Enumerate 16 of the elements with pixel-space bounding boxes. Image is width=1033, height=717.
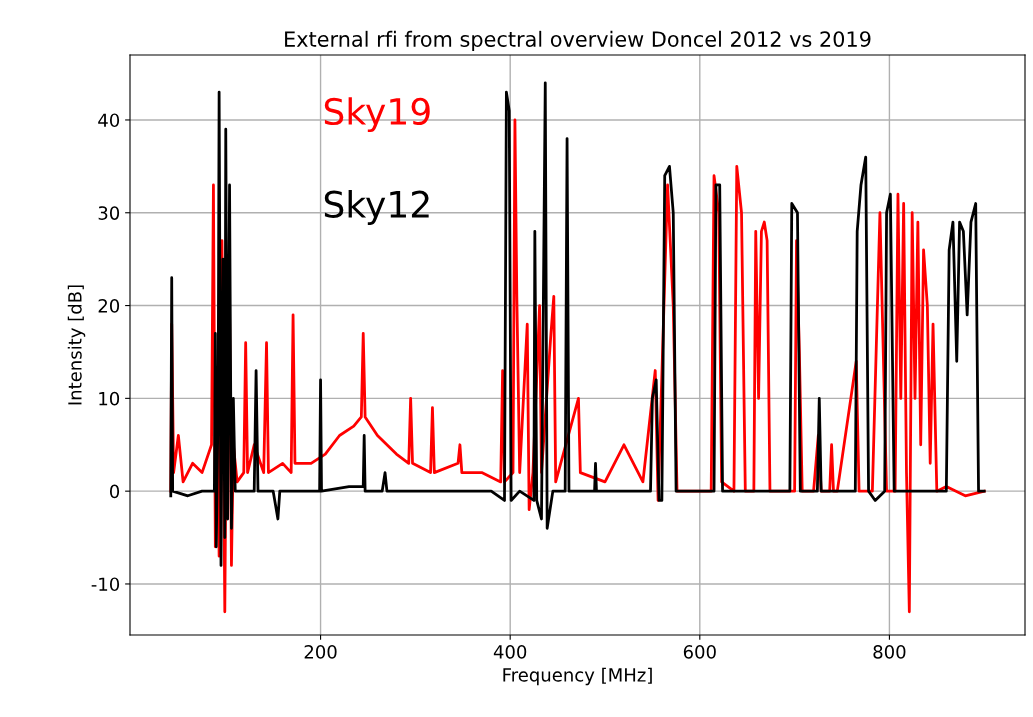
y-tick-label: 0 [109, 484, 120, 499]
x-tick-label: 400 [493, 645, 527, 659]
y-axis-title: Intensity [dB] [67, 285, 86, 405]
text: Sky12 [324, 189, 429, 225]
chart-title: External rfi from spectral overview Doncel 2012 vs 2019 [285, 30, 871, 51]
y-tick-label: 30 [98, 206, 120, 220]
line-series [169, 81, 986, 567]
text: Sky19 [324, 97, 430, 133]
y-tick-label: 20 [98, 299, 120, 313]
y-tick-label: 40 [98, 113, 120, 128]
x-tick-label: 800 [873, 645, 906, 659]
y-tick-label: 10 [99, 391, 120, 406]
x-tick-label: 200 [304, 645, 337, 659]
x-tick-label: 600 [683, 645, 716, 659]
x-axis-title: Frequency [MHz] [503, 667, 652, 686]
y-tick-label: -10 [91, 577, 120, 592]
